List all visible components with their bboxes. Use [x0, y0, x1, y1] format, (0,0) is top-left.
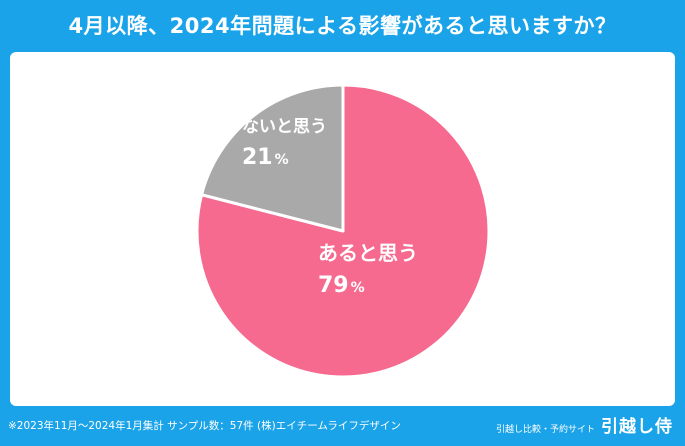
- slice-value-1: 79%: [318, 273, 365, 298]
- survey-footnote: ※2023年11月～2024年1月集計 サンプル数：57件 (株)エイチームライ…: [8, 420, 401, 432]
- slice-value-2: 21%: [242, 145, 289, 170]
- pie-slice-2: [200, 83, 345, 233]
- pie-chart: あると思う 79 % ないと思う 21%: [195, 83, 491, 379]
- brand-logo: 引越し侍: [601, 417, 673, 437]
- slice-label-1: あると思う: [318, 241, 418, 265]
- brand-logo-area: 引越し比較・予約サイト 引越し侍: [496, 412, 673, 437]
- slice-label-2: ないと思う: [242, 117, 327, 137]
- chart-panel: あると思う 79% ないと思う 21%: [10, 52, 675, 406]
- chart-title: 4月以降、2024年問題による影響があると思いますか？: [68, 14, 617, 38]
- brand-tagline: 引越し比較・予約サイト: [495, 425, 595, 435]
